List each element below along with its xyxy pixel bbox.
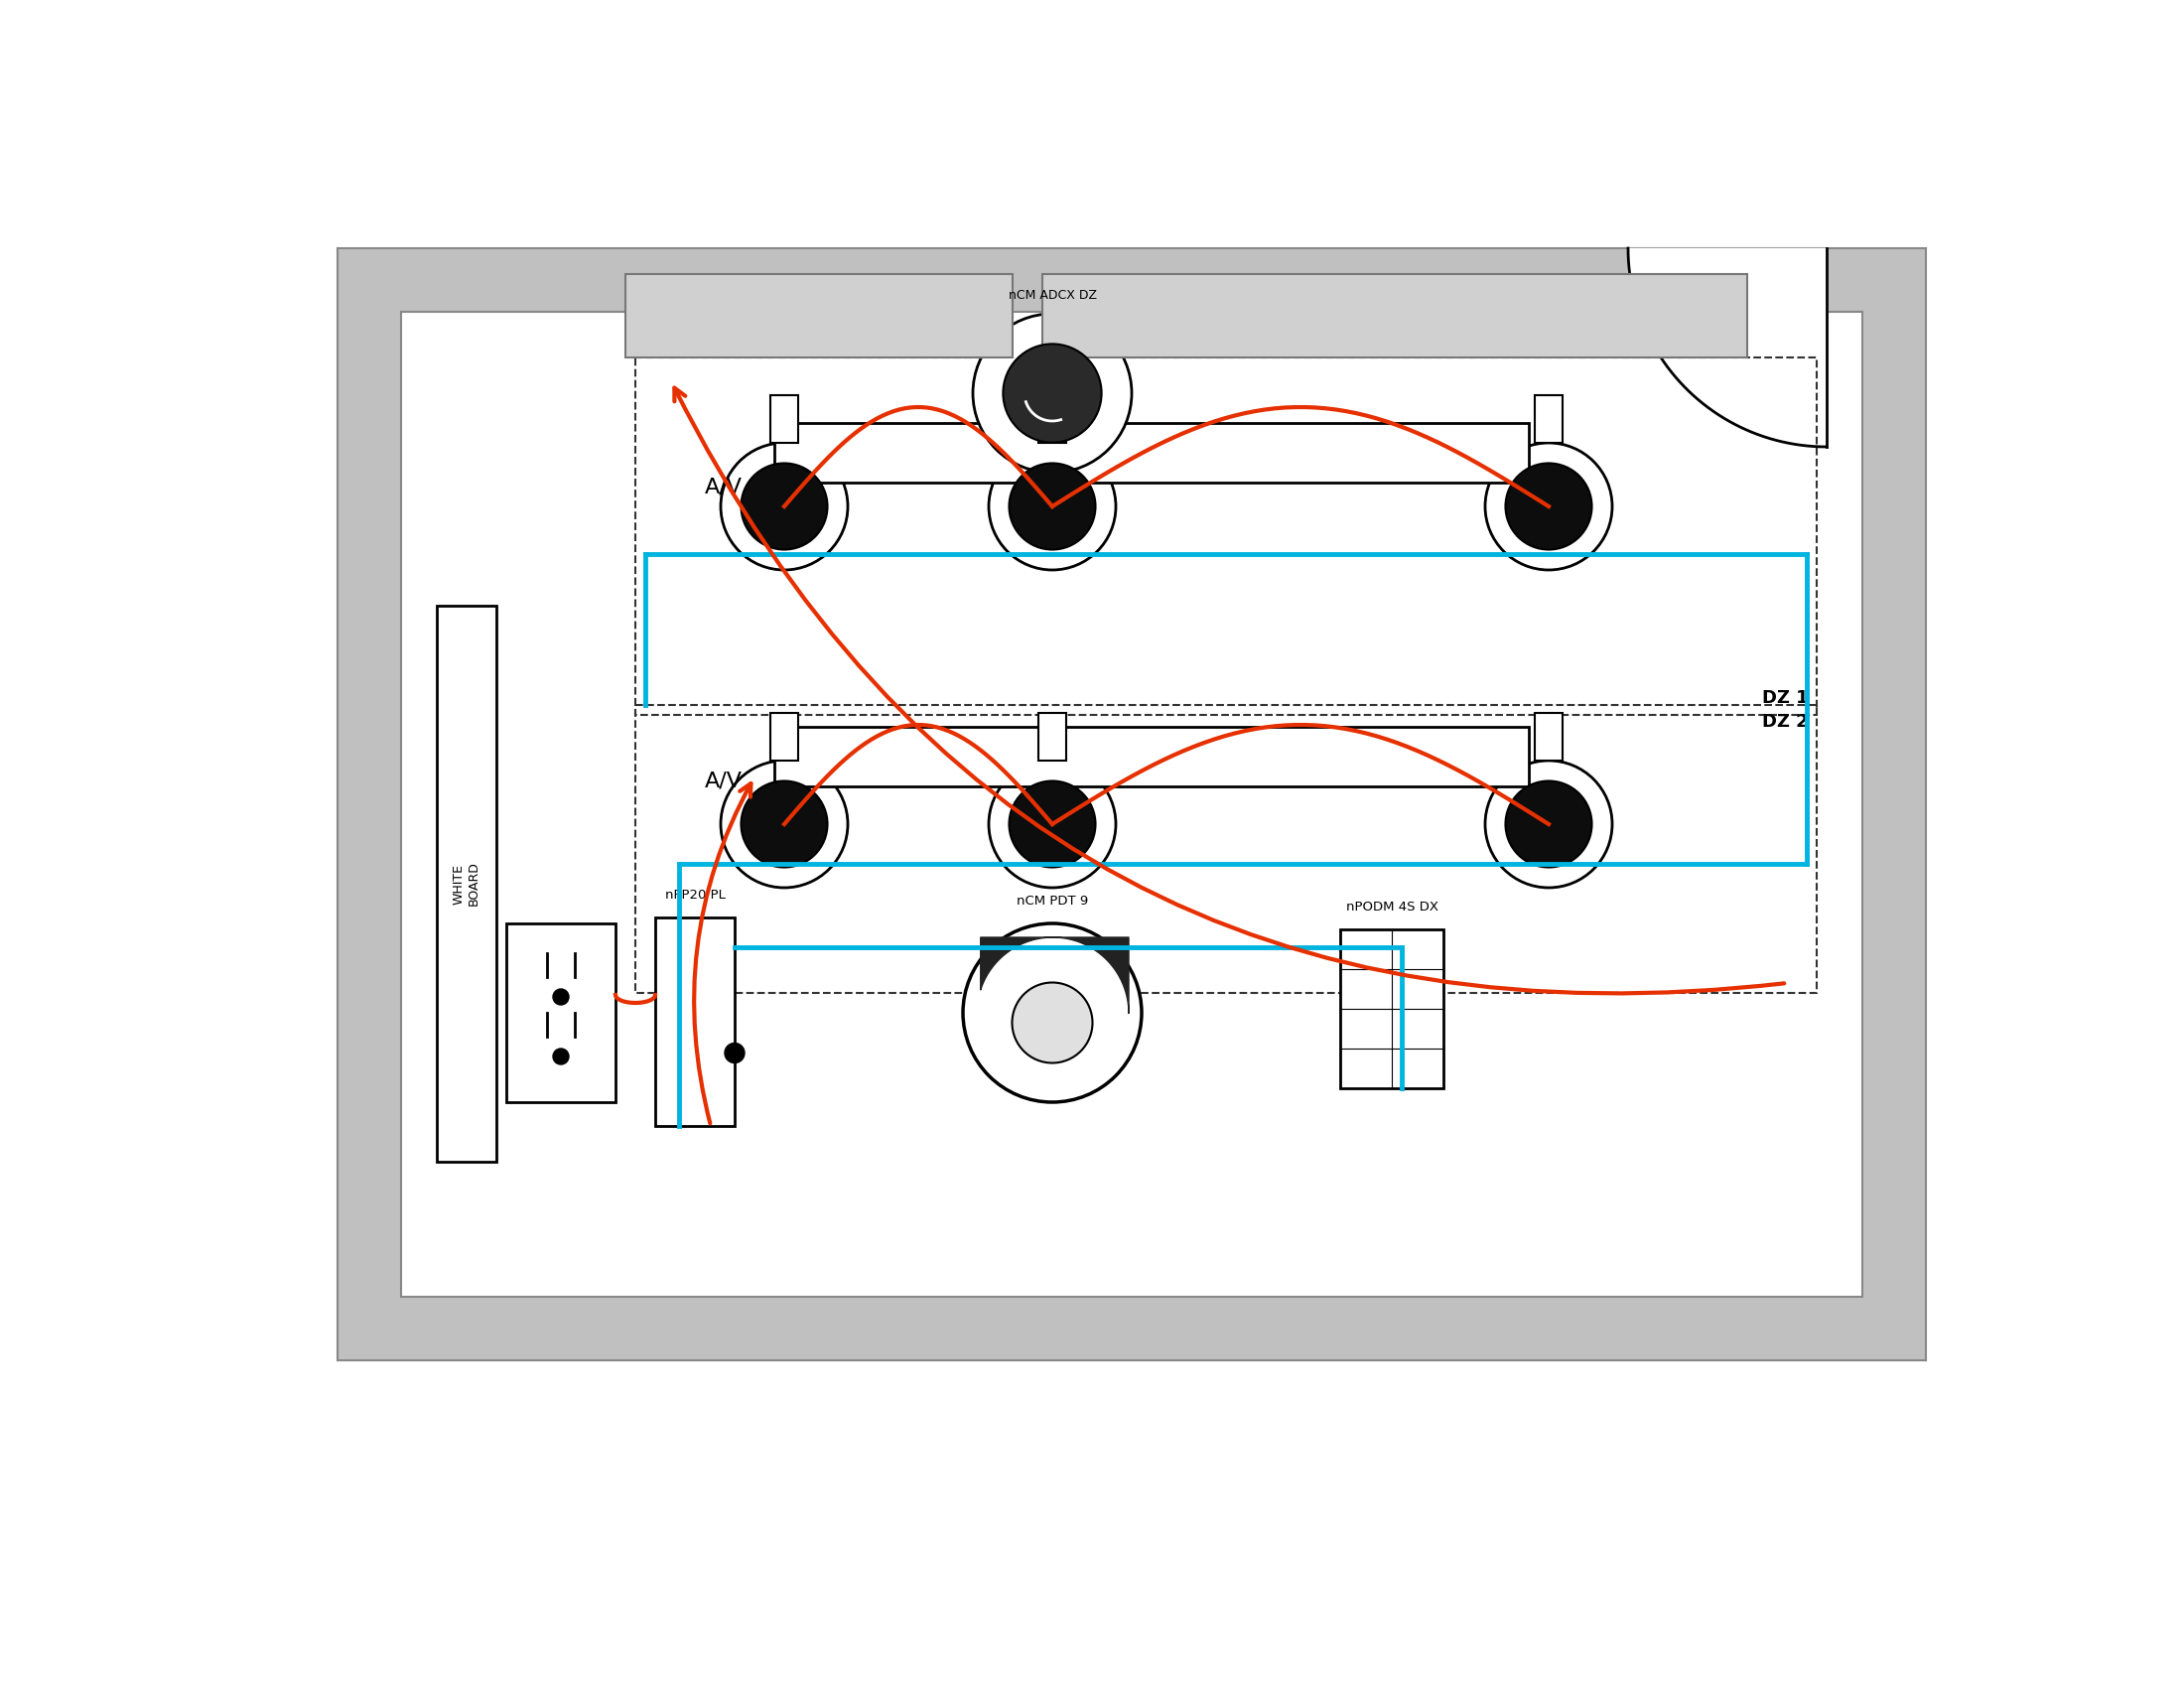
Bar <box>625 273 1013 358</box>
Circle shape <box>1009 782 1096 868</box>
Bar <box>1037 395 1066 442</box>
Circle shape <box>963 923 1142 1102</box>
Bar <box>636 706 1817 993</box>
Bar <box>1627 248 1826 316</box>
Bar <box>1341 930 1444 1089</box>
Circle shape <box>972 314 1131 473</box>
Circle shape <box>1002 344 1101 442</box>
Bar <box>339 248 1926 1361</box>
Text: DZ 1: DZ 1 <box>1762 689 1808 707</box>
Circle shape <box>553 1048 568 1065</box>
Bar <box>1535 712 1564 761</box>
Bar <box>507 923 616 1102</box>
Bar <box>655 918 734 1126</box>
Circle shape <box>725 1043 745 1063</box>
Text: nPP20 PL: nPP20 PL <box>664 888 725 901</box>
Circle shape <box>721 442 847 571</box>
Bar <box>775 424 1529 483</box>
Text: A/V: A/V <box>705 476 743 496</box>
Text: nPODM 4S DX: nPODM 4S DX <box>1345 901 1437 913</box>
Bar <box>402 312 1863 1296</box>
Text: nCM ADCX DZ: nCM ADCX DZ <box>1009 289 1096 302</box>
Text: DZ 2: DZ 2 <box>1762 712 1808 731</box>
Bar <box>636 358 1817 716</box>
Bar <box>1042 273 1747 358</box>
Circle shape <box>1009 463 1096 550</box>
Circle shape <box>1505 463 1592 550</box>
Circle shape <box>1505 782 1592 868</box>
Text: A/V: A/V <box>705 770 743 790</box>
Circle shape <box>1485 761 1612 888</box>
Circle shape <box>1011 982 1092 1063</box>
Circle shape <box>1485 442 1612 571</box>
Text: WHITE
BOARD: WHITE BOARD <box>452 861 480 906</box>
Bar <box>771 712 799 761</box>
Bar <box>771 395 799 442</box>
Bar <box>437 606 496 1161</box>
Text: nCM PDT 9: nCM PDT 9 <box>1016 895 1088 908</box>
Circle shape <box>740 463 828 550</box>
Circle shape <box>989 442 1116 571</box>
Circle shape <box>721 761 847 888</box>
Bar <box>1037 712 1066 761</box>
Bar <box>775 728 1529 787</box>
Bar <box>1535 395 1564 442</box>
Circle shape <box>989 761 1116 888</box>
Circle shape <box>740 782 828 868</box>
Circle shape <box>553 989 568 1004</box>
